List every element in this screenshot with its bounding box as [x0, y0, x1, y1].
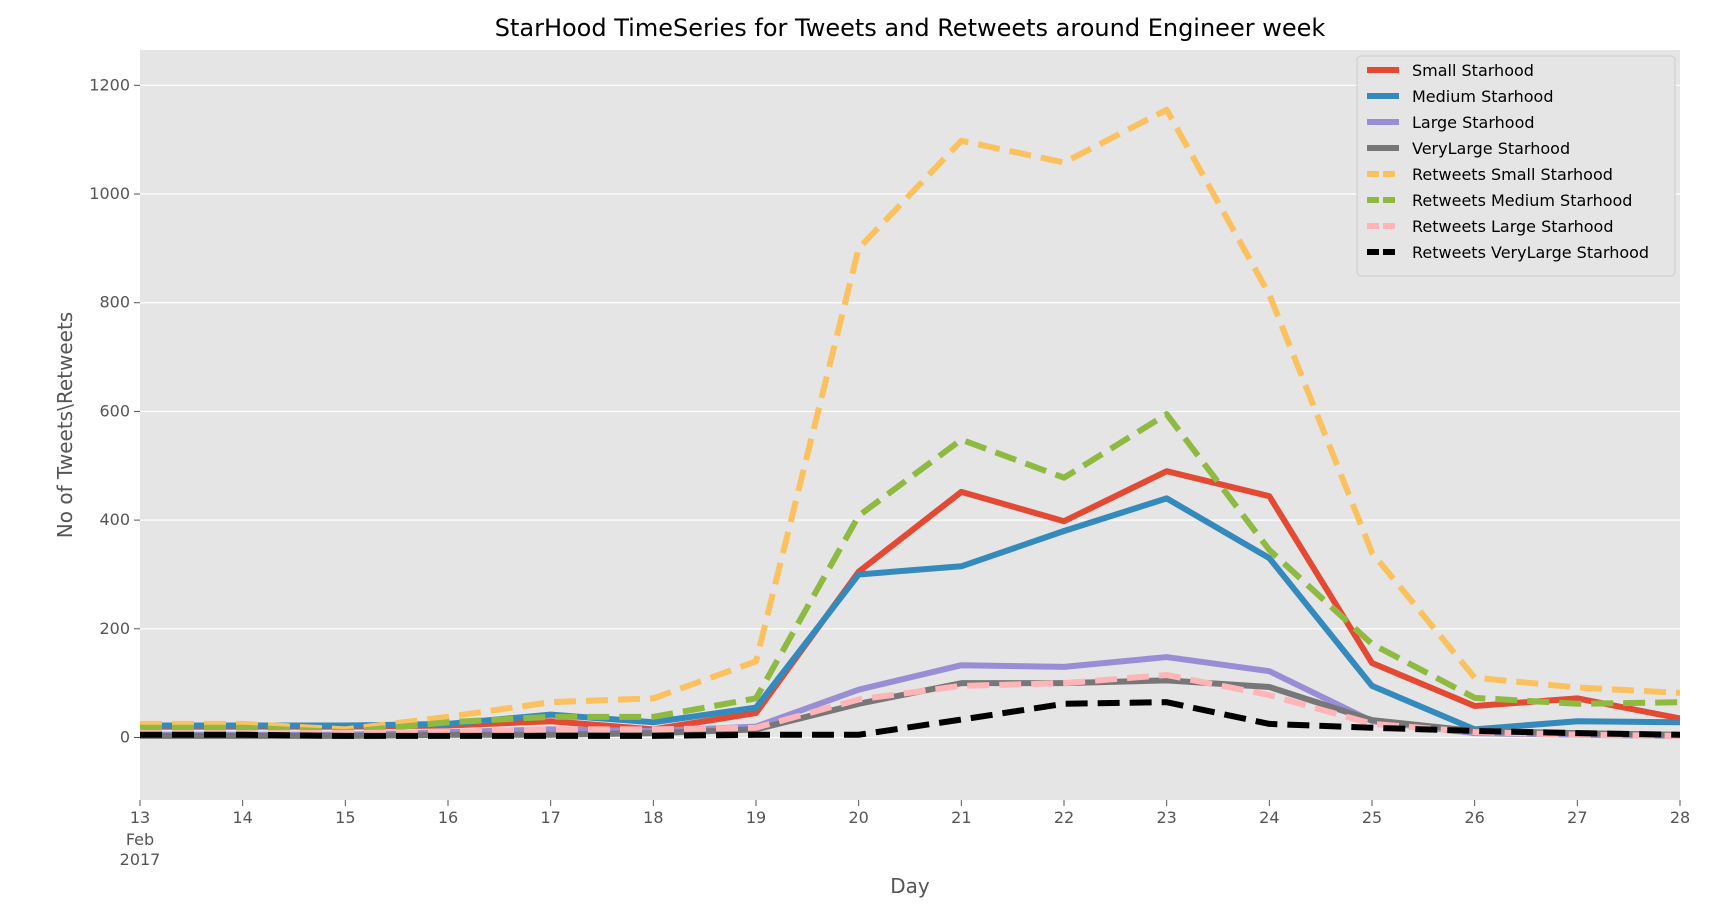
x-tick-label: 21 — [951, 808, 971, 827]
series-line-retweets-verylarge-starhood — [140, 699, 1680, 739]
legend-label: VeryLarge Starhood — [1412, 139, 1570, 158]
x-tick-label: 28 — [1670, 808, 1690, 827]
x-tick-label: 13 — [130, 808, 150, 827]
x-tick-label: 24 — [1259, 808, 1279, 827]
legend-label: Retweets Small Starhood — [1412, 165, 1613, 184]
y-tick-label: 0 — [120, 728, 130, 747]
y-tick-label: 1200 — [89, 75, 130, 94]
y-tick-label: 800 — [99, 293, 130, 312]
legend-label: Large Starhood — [1412, 113, 1535, 132]
x-tick-label: 22 — [1054, 808, 1074, 827]
chart-title: StarHood TimeSeries for Tweets and Retwe… — [495, 14, 1326, 42]
legend-box — [1356, 55, 1676, 277]
y-tick-label: 200 — [99, 619, 130, 638]
legend-label: Retweets Large Starhood — [1412, 217, 1614, 236]
x-tick-label: 26 — [1464, 808, 1484, 827]
x-tick-sublabel: 2017 — [120, 850, 161, 869]
x-tick-sublabel: Feb — [126, 830, 154, 849]
legend-label: Small Starhood — [1412, 61, 1534, 80]
legend-label: Retweets Medium Starhood — [1412, 191, 1632, 210]
x-tick-label: 14 — [232, 808, 252, 827]
x-tick-label: 16 — [438, 808, 458, 827]
x-axis-label: Day — [890, 874, 930, 898]
x-tick-label: 20 — [848, 808, 868, 827]
legend: Small Starhood Medium Starhood Large Starh… — [1356, 55, 1676, 277]
x-tick-label: 23 — [1156, 808, 1176, 827]
x-tick-label: 19 — [746, 808, 766, 827]
y-tick-label: 1000 — [89, 184, 130, 203]
y-tick-label: 400 — [99, 510, 130, 529]
y-tick-label: 600 — [99, 401, 130, 420]
legend-label: Retweets VeryLarge Starhood — [1412, 243, 1649, 262]
series-line-retweets-small-starhood — [140, 106, 1680, 733]
x-tick-label: 17 — [540, 808, 560, 827]
y-axis-label: No of Tweets\Retweets — [53, 312, 77, 538]
series-line-retweets-medium-starhood — [140, 411, 1680, 736]
x-tick-label: 18 — [643, 808, 663, 827]
legend-label: Medium Starhood — [1412, 87, 1553, 106]
x-tick-label: 27 — [1567, 808, 1587, 827]
x-tick-label: 15 — [335, 808, 355, 827]
series-layer — [140, 106, 1680, 739]
y-axis-ticks: 0 200 400 600 800 1000 1200 — [89, 75, 140, 747]
x-tick-label: 25 — [1362, 808, 1382, 827]
